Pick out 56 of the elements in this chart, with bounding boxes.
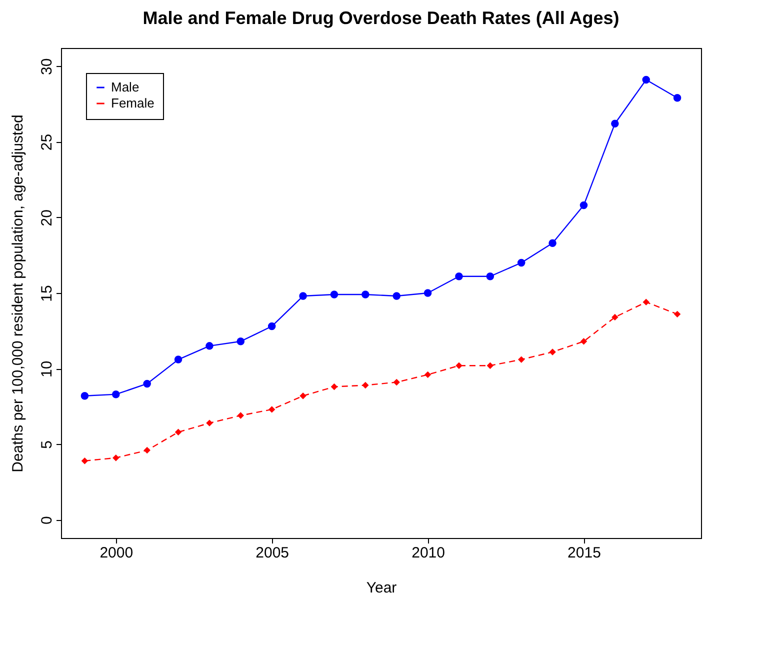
y-tick-label: 30 xyxy=(38,58,56,75)
legend-label: Male xyxy=(111,80,140,94)
point xyxy=(206,342,214,350)
point xyxy=(549,348,556,356)
point xyxy=(392,292,400,300)
point xyxy=(362,382,369,389)
y-axis-title: Deaths per 100,000 resident population, age-adjusted xyxy=(10,114,26,472)
point xyxy=(206,420,213,426)
point xyxy=(268,406,276,413)
legend-label: Female xyxy=(111,96,154,110)
y-tick-label: 5 xyxy=(38,440,56,449)
point xyxy=(144,446,150,454)
point xyxy=(268,322,276,330)
point xyxy=(393,378,400,386)
y-tick-label: 10 xyxy=(38,360,56,378)
point xyxy=(330,290,338,298)
point xyxy=(674,310,681,318)
x-axis-title: Year xyxy=(366,580,397,596)
point xyxy=(174,356,182,364)
point xyxy=(300,392,306,400)
point xyxy=(611,120,619,128)
point xyxy=(455,272,463,280)
point xyxy=(580,201,588,210)
point xyxy=(548,239,556,247)
point xyxy=(80,392,89,400)
point xyxy=(486,272,494,280)
y-tick-label: 0 xyxy=(38,516,56,525)
point xyxy=(174,428,182,436)
y-tick-label: 15 xyxy=(38,285,56,302)
point xyxy=(580,338,588,345)
x-tick-label: 2005 xyxy=(256,544,290,562)
point xyxy=(456,362,462,369)
point xyxy=(642,76,650,84)
point xyxy=(236,338,245,346)
point xyxy=(81,458,88,464)
point xyxy=(424,371,432,378)
point xyxy=(330,383,338,390)
x-tick-label: 2010 xyxy=(412,544,445,562)
x-tick-label: 2000 xyxy=(100,544,134,562)
y-tick-label: 25 xyxy=(38,134,56,151)
point xyxy=(424,289,432,297)
point xyxy=(237,412,244,419)
point xyxy=(143,380,151,388)
point xyxy=(486,362,494,369)
point xyxy=(112,390,120,398)
x-tick-label: 2015 xyxy=(568,544,601,562)
point xyxy=(612,314,618,321)
chart-title: Male and Female Drug Overdose Death Rates (All Ages) xyxy=(142,8,620,28)
point xyxy=(518,356,525,363)
point xyxy=(362,290,370,298)
point xyxy=(642,298,650,306)
point xyxy=(517,258,526,267)
point xyxy=(299,292,307,300)
point xyxy=(112,454,120,462)
y-tick-label: 20 xyxy=(38,210,56,226)
point xyxy=(673,94,682,102)
